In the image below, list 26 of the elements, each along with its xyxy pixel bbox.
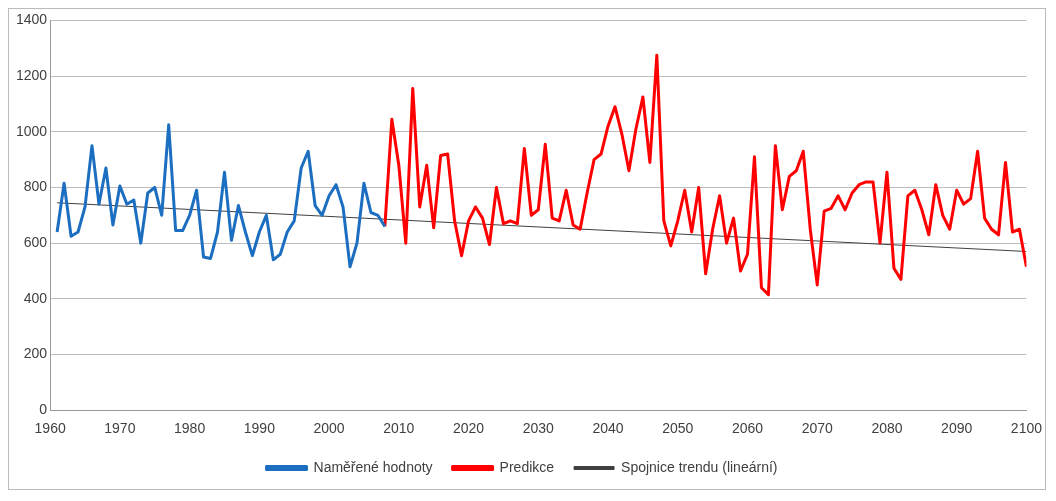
x-tick-label: 1960 bbox=[34, 420, 66, 437]
y-tick-label: 1000 bbox=[15, 122, 48, 139]
y-tick-label: 200 bbox=[23, 345, 48, 362]
y-tick-label: 600 bbox=[23, 234, 48, 250]
x-tick-label: 1980 bbox=[174, 420, 206, 437]
legend-label: Naměřené hodnoty bbox=[313, 458, 433, 475]
x-tick-label: 1970 bbox=[104, 420, 136, 437]
x-tick-label: 2050 bbox=[662, 420, 694, 437]
y-tick-label: 1400 bbox=[15, 11, 48, 28]
x-tick-label: 2040 bbox=[592, 420, 624, 437]
legend-label: Spojnice trendu (lineární) bbox=[621, 458, 778, 475]
x-tick-label: 2080 bbox=[871, 420, 903, 437]
x-tick-label: 2010 bbox=[383, 420, 415, 437]
legend-label: Predikce bbox=[499, 458, 555, 475]
y-tick-label: 1200 bbox=[15, 66, 48, 83]
x-tick-label: 2000 bbox=[313, 420, 345, 437]
y-tick-label: 400 bbox=[23, 289, 48, 306]
x-tick-label: 2090 bbox=[941, 420, 973, 437]
x-tick-label: 2070 bbox=[801, 420, 833, 437]
y-tick-label: 0 bbox=[39, 401, 48, 418]
y-tick-label: 800 bbox=[23, 178, 48, 195]
x-tick-label: 2060 bbox=[731, 420, 764, 437]
x-tick-label: 1990 bbox=[243, 420, 276, 437]
x-tick-label: 2030 bbox=[522, 420, 555, 437]
x-tick-label: 2020 bbox=[452, 420, 485, 437]
x-tick-label: 2100 bbox=[1010, 420, 1043, 437]
